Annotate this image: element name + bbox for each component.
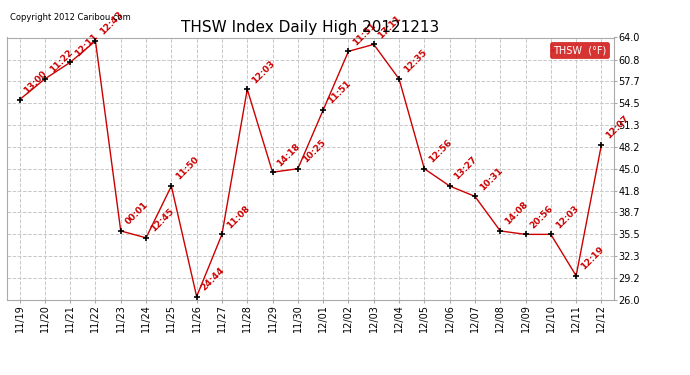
Text: 17:11: 17:11 [377,13,403,40]
Text: 12:56: 12:56 [427,138,454,165]
Text: 11:22: 11:22 [48,48,75,75]
Text: 12:03: 12:03 [553,204,580,230]
Text: 00:01: 00:01 [124,200,150,227]
Text: 14:08: 14:08 [503,200,530,227]
Text: 12:45: 12:45 [149,207,175,234]
Text: 12:03: 12:03 [250,58,277,85]
Text: 24:44: 24:44 [199,266,226,292]
Text: 13:27: 13:27 [453,155,479,182]
Text: 12:19: 12:19 [579,245,606,272]
Text: 11:50: 11:50 [174,155,201,182]
Text: 10:25: 10:25 [301,138,327,165]
Text: 11:51: 11:51 [326,79,353,106]
Text: 12:35: 12:35 [402,48,428,75]
Text: 12:11: 12:11 [73,32,99,58]
Text: 12:43: 12:43 [98,10,125,37]
Text: 10:31: 10:31 [477,166,504,192]
Text: 20:56: 20:56 [529,204,555,230]
Text: 11:51: 11:51 [351,21,378,47]
Legend: THSW  (°F): THSW (°F) [550,42,609,58]
Text: 11:08: 11:08 [225,204,251,230]
Text: 13:00: 13:00 [22,69,49,96]
Text: 14:18: 14:18 [275,141,302,168]
Text: 12:07: 12:07 [604,114,631,140]
Text: Copyright 2012 Caribou.com: Copyright 2012 Caribou.com [10,13,131,22]
Title: THSW Index Daily High 20121213: THSW Index Daily High 20121213 [181,20,440,35]
